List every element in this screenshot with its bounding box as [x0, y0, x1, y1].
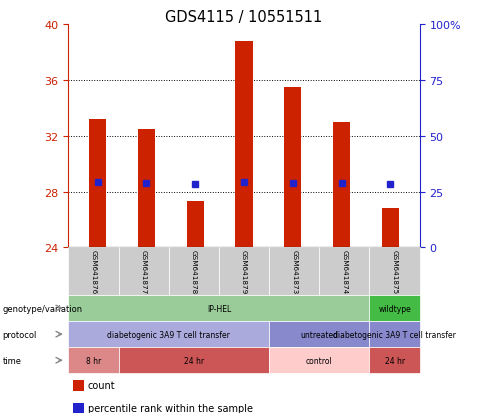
Bar	[369, 248, 420, 295]
Bar	[68, 248, 119, 295]
Bar	[169, 248, 219, 295]
Bar	[89, 120, 106, 248]
Bar	[319, 248, 369, 295]
Text: GDS4115 / 10551511: GDS4115 / 10551511	[165, 10, 323, 25]
Text: GSM641873: GSM641873	[291, 249, 297, 294]
Text: GSM641876: GSM641876	[90, 249, 97, 294]
Bar	[236, 42, 253, 248]
Bar	[285, 88, 302, 248]
Bar	[73, 380, 84, 391]
Text: 24 hr: 24 hr	[385, 356, 405, 365]
Bar	[269, 321, 369, 347]
Bar	[369, 347, 420, 373]
Text: GSM641877: GSM641877	[141, 249, 146, 294]
Text: diabetogenic 3A9 T cell transfer: diabetogenic 3A9 T cell transfer	[107, 330, 230, 339]
Text: wildtype: wildtype	[378, 304, 411, 313]
Text: 24 hr: 24 hr	[184, 356, 204, 365]
Text: control: control	[306, 356, 333, 365]
Text: IP-HEL: IP-HEL	[207, 304, 231, 313]
Bar	[369, 321, 420, 347]
Text: protocol: protocol	[2, 330, 37, 339]
Bar	[333, 122, 350, 248]
Bar	[369, 295, 420, 321]
Text: percentile rank within the sample: percentile rank within the sample	[88, 403, 253, 413]
Text: untreated: untreated	[300, 330, 338, 339]
Text: GSM641878: GSM641878	[191, 249, 197, 294]
Bar	[219, 248, 269, 295]
Text: diabetogenic 3A9 T cell transfer: diabetogenic 3A9 T cell transfer	[333, 330, 456, 339]
Bar	[269, 248, 319, 295]
Bar	[119, 248, 169, 295]
Bar	[382, 209, 399, 248]
Bar	[73, 403, 84, 413]
Text: count: count	[88, 380, 116, 390]
Text: genotype/variation: genotype/variation	[2, 304, 82, 313]
Bar	[68, 321, 269, 347]
Bar	[269, 347, 369, 373]
Text: GSM641875: GSM641875	[391, 249, 398, 294]
Text: time: time	[2, 356, 21, 365]
Bar	[138, 129, 155, 248]
Bar	[119, 347, 269, 373]
Bar	[187, 202, 204, 248]
Bar	[68, 295, 369, 321]
Text: GSM641879: GSM641879	[241, 249, 247, 294]
Bar	[68, 347, 119, 373]
Text: GSM641874: GSM641874	[342, 249, 347, 294]
Text: 8 hr: 8 hr	[86, 356, 101, 365]
